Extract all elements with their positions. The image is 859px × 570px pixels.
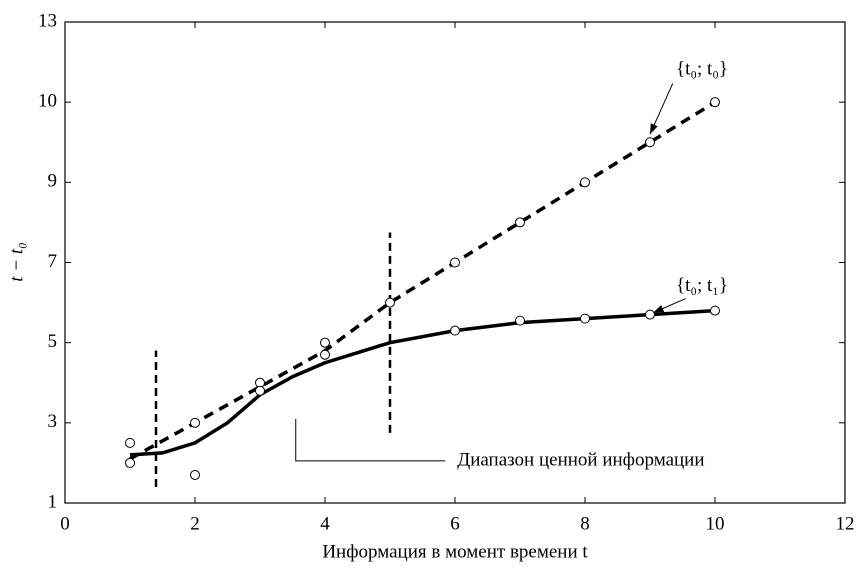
data-point — [190, 469, 200, 480]
data-point — [580, 177, 590, 188]
x-tick-label: 0 — [60, 513, 70, 534]
data-point — [645, 309, 655, 320]
y-tick-label: 9 — [48, 171, 58, 192]
x-tick-label: 10 — [706, 513, 725, 534]
data-point — [580, 313, 590, 324]
x-tick-label: 2 — [190, 513, 200, 534]
data-point — [450, 325, 460, 336]
data-point — [190, 417, 200, 428]
y-tick-label: 10 — [38, 91, 57, 112]
data-point — [515, 217, 525, 228]
x-axis-label: Информация в момент времени t — [322, 541, 588, 562]
data-point — [125, 457, 135, 468]
annotation-text: Диапазон ценной информации — [457, 449, 704, 470]
x-tick-label: 6 — [450, 513, 460, 534]
data-point — [385, 297, 395, 308]
series-label: {t₀; t₀} — [676, 58, 728, 79]
y-axis-label: t − t₀ — [6, 242, 27, 281]
data-point — [125, 437, 135, 448]
data-point — [450, 257, 460, 268]
x-tick-label: 4 — [320, 513, 330, 534]
data-point — [710, 97, 720, 108]
data-point — [710, 305, 720, 316]
data-point — [515, 315, 525, 326]
y-tick-label: 5 — [48, 331, 58, 352]
series-label: {t₀; t₁} — [676, 275, 728, 296]
annotation-leader — [295, 418, 446, 462]
y-tick-label: 7 — [48, 251, 58, 272]
y-tick-label: 3 — [48, 411, 58, 432]
y-tick-label: 13 — [38, 10, 57, 31]
arrow-head — [650, 123, 658, 135]
series-line — [129, 308, 716, 457]
series-line — [129, 100, 716, 461]
data-point — [255, 385, 265, 396]
x-tick-label: 8 — [580, 513, 590, 534]
x-tick-label: 12 — [836, 513, 855, 534]
arrow-head — [653, 305, 665, 313]
data-point — [320, 349, 330, 360]
data-point — [320, 337, 330, 348]
y-tick-label: 1 — [48, 491, 58, 512]
data-point — [645, 137, 655, 148]
